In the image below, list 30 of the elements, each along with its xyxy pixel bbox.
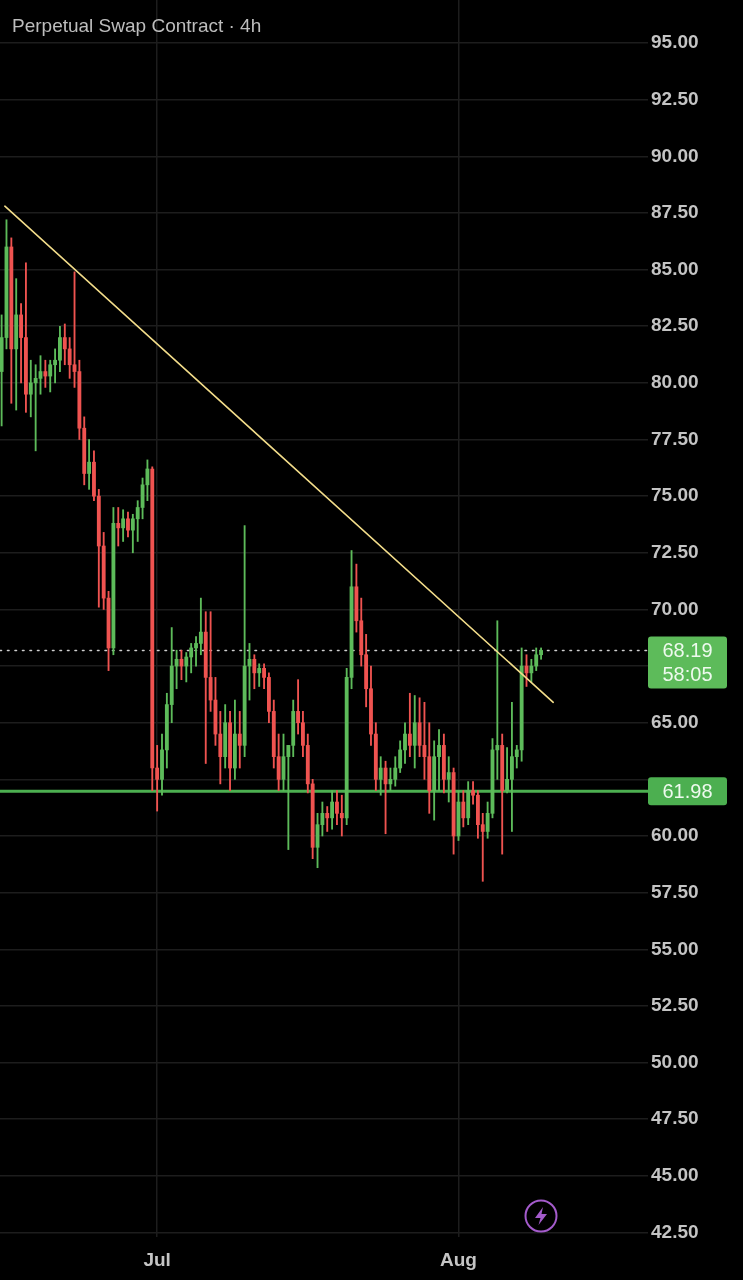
y-tick-label: 87.50 — [651, 201, 699, 223]
ref-line-label: 61.98 — [662, 779, 713, 802]
y-tick-label: 70.00 — [651, 597, 699, 619]
candlestick — [339, 794, 344, 837]
y-tick-label: 95.00 — [651, 31, 699, 53]
text: Perpetual Swap Contract · 4h — [12, 15, 262, 37]
candlestick — [116, 507, 121, 547]
candlestick — [33, 364, 38, 452]
y-tick-label: 92.50 — [651, 87, 699, 109]
y-tick-label: 80.00 — [651, 371, 699, 393]
y-tick-label: 50.00 — [651, 1050, 699, 1072]
y-tick-label: 75.00 — [651, 484, 699, 506]
candlestick — [495, 620, 500, 780]
y-tick-label: 90.00 — [651, 144, 699, 166]
y-tick-label: 57.50 — [651, 880, 699, 902]
y-tick-label: 60.00 — [651, 824, 699, 846]
y-tick-label: 47.50 — [651, 1107, 699, 1129]
y-tick-label: 72.50 — [651, 541, 699, 563]
y-tick-label: 45.00 — [651, 1164, 699, 1186]
x-tick-label: Aug — [439, 1248, 477, 1270]
ref-line-label: 68.19 — [662, 638, 713, 661]
y-tick-label: 82.50 — [651, 314, 699, 336]
y-tick-label: 52.50 — [651, 994, 699, 1016]
y-tick-label: 42.50 — [651, 1220, 699, 1242]
text: 58:05 — [662, 662, 713, 685]
y-tick-label: 55.00 — [651, 937, 699, 959]
y-tick-label: 77.50 — [651, 427, 699, 449]
x-tick-label: Jul — [143, 1248, 171, 1270]
y-tick-label: 85.00 — [651, 257, 699, 279]
y-tick-label: 65.00 — [651, 710, 699, 732]
